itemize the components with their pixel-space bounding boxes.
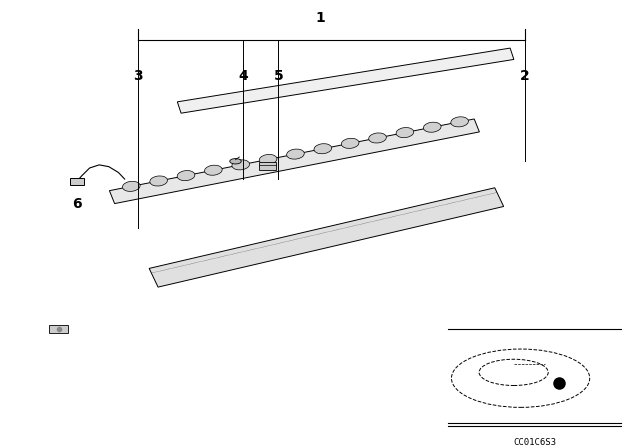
Ellipse shape — [341, 138, 359, 148]
Text: 6: 6 — [72, 197, 82, 211]
Polygon shape — [149, 188, 504, 287]
Ellipse shape — [230, 159, 241, 164]
Text: 1: 1 — [315, 11, 325, 25]
Ellipse shape — [424, 122, 441, 132]
Ellipse shape — [451, 117, 468, 127]
Ellipse shape — [314, 144, 332, 154]
Bar — [49, 325, 68, 333]
Text: 3: 3 — [132, 69, 143, 83]
Bar — [259, 162, 276, 170]
Ellipse shape — [287, 149, 304, 159]
Polygon shape — [177, 48, 514, 113]
Polygon shape — [109, 119, 479, 203]
Ellipse shape — [232, 160, 250, 170]
Ellipse shape — [150, 176, 168, 186]
Ellipse shape — [177, 171, 195, 181]
Ellipse shape — [396, 128, 413, 138]
Ellipse shape — [259, 155, 277, 164]
Ellipse shape — [205, 165, 222, 175]
Ellipse shape — [122, 181, 140, 191]
Text: CC01C6S3: CC01C6S3 — [513, 438, 556, 447]
Bar — [70, 178, 84, 185]
Text: 2: 2 — [520, 69, 530, 83]
Text: 5: 5 — [273, 69, 284, 83]
Ellipse shape — [369, 133, 387, 143]
Text: 4: 4 — [238, 69, 248, 83]
